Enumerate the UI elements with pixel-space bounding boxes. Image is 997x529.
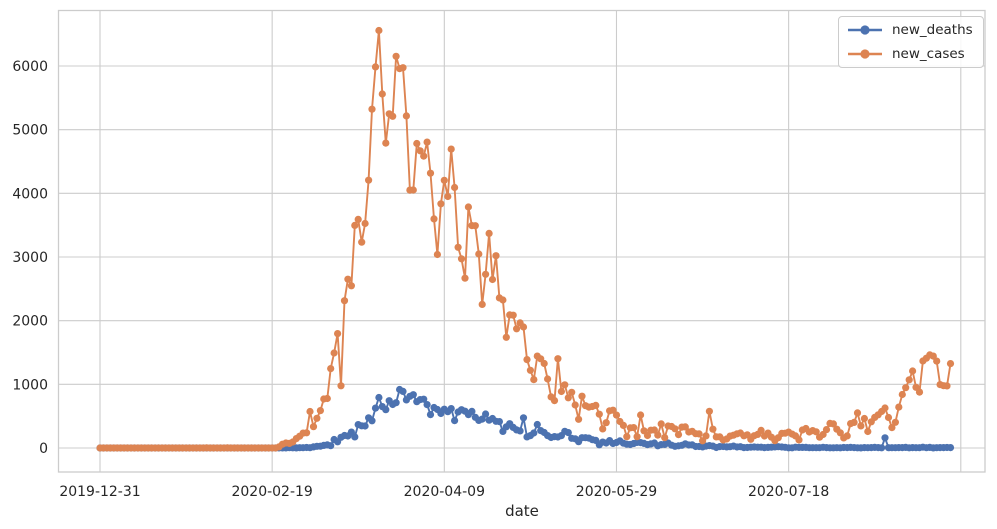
legend-item-new-cases: new_cases bbox=[847, 44, 975, 65]
y-tick-label: 0 bbox=[39, 441, 48, 457]
legend-item-new-deaths: new_deaths bbox=[847, 20, 975, 41]
x-axis-title: date bbox=[505, 502, 539, 520]
x-tick-label: 2020-02-19 bbox=[231, 484, 312, 500]
x-tick-label: 2020-07-18 bbox=[748, 484, 829, 500]
legend-label-new-cases: new_cases bbox=[892, 46, 965, 62]
y-tick-label: 3000 bbox=[12, 250, 48, 266]
legend-label-new-deaths: new_deaths bbox=[892, 22, 973, 38]
x-tick-label: 2020-05-29 bbox=[576, 484, 657, 500]
y-tick-label: 4000 bbox=[12, 186, 48, 202]
y-tick-label: 1000 bbox=[12, 377, 48, 393]
series-new_cases bbox=[96, 26, 955, 452]
y-tick-label: 6000 bbox=[12, 59, 48, 75]
x-tick-label: 2019-12-31 bbox=[59, 484, 140, 500]
y-tick-label: 5000 bbox=[12, 123, 48, 139]
y-tick-label: 2000 bbox=[12, 314, 48, 330]
x-tick-label: 2020-04-09 bbox=[404, 484, 485, 500]
legend: new_deaths new_cases bbox=[838, 16, 984, 68]
legend-marker-new-cases bbox=[847, 45, 883, 64]
series-new_deaths bbox=[96, 385, 955, 452]
legend-marker-new-deaths bbox=[847, 21, 883, 40]
plot-border bbox=[57, 9, 986, 473]
